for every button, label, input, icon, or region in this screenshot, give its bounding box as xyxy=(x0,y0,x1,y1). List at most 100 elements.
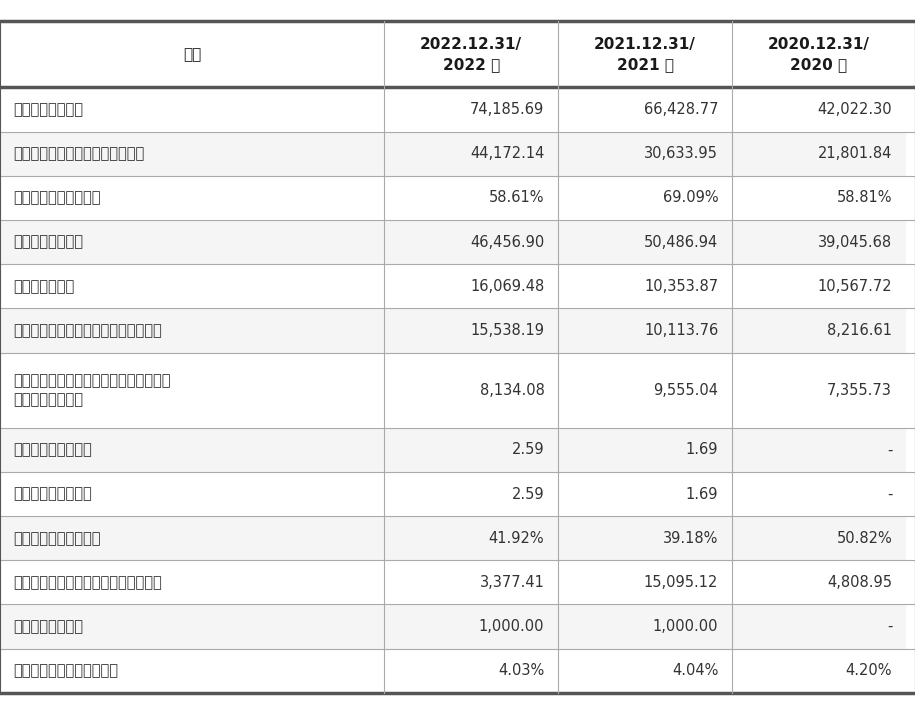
Text: 9,555.04: 9,555.04 xyxy=(653,382,718,397)
Bar xyxy=(384,472,558,516)
Bar xyxy=(384,428,558,472)
Text: 50.82%: 50.82% xyxy=(836,531,892,546)
Text: 50,486.94: 50,486.94 xyxy=(644,235,718,250)
Text: 营业收入（万元）: 营业收入（万元） xyxy=(14,235,84,250)
Text: 16,069.48: 16,069.48 xyxy=(470,279,544,294)
Bar xyxy=(0,132,384,176)
Text: 资产负债率（母公司）: 资产负债率（母公司） xyxy=(14,190,102,206)
Bar xyxy=(0,516,384,560)
Bar xyxy=(0,21,384,88)
Bar xyxy=(384,308,558,353)
Text: 1,000.00: 1,000.00 xyxy=(479,619,544,634)
Bar xyxy=(0,308,384,353)
Text: 研发投入占营业收入的比例: 研发投入占营业收入的比例 xyxy=(14,663,119,678)
Bar xyxy=(558,604,732,649)
Text: 58.81%: 58.81% xyxy=(836,190,892,206)
Bar xyxy=(384,604,558,649)
Bar xyxy=(732,353,906,428)
Bar xyxy=(558,308,732,353)
Bar xyxy=(558,176,732,220)
Bar xyxy=(558,264,732,308)
Bar xyxy=(732,428,906,472)
Text: 归属于母公司所有者权益（万元）: 归属于母公司所有者权益（万元） xyxy=(14,146,145,161)
Bar xyxy=(558,428,732,472)
Text: 经营活动产生的现金流量净额（万元）: 经营活动产生的现金流量净额（万元） xyxy=(14,575,163,590)
Bar xyxy=(558,132,732,176)
Bar xyxy=(732,516,906,560)
Text: 1.69: 1.69 xyxy=(685,443,718,457)
Bar xyxy=(732,649,906,693)
Text: 8,216.61: 8,216.61 xyxy=(827,323,892,338)
Bar xyxy=(0,428,384,472)
Bar xyxy=(384,88,558,132)
Text: 2022.12.31/
2022 年: 2022.12.31/ 2022 年 xyxy=(420,37,522,71)
Bar xyxy=(384,132,558,176)
Bar xyxy=(0,264,384,308)
Text: 资产总额（万元）: 资产总额（万元） xyxy=(14,102,84,117)
Bar xyxy=(0,353,384,428)
Bar xyxy=(732,308,906,353)
Bar xyxy=(384,649,558,693)
Text: 42,022.30: 42,022.30 xyxy=(817,102,892,117)
Text: 58.61%: 58.61% xyxy=(489,190,544,206)
Text: 1,000.00: 1,000.00 xyxy=(652,619,718,634)
Text: -: - xyxy=(887,443,892,457)
Text: 4.20%: 4.20% xyxy=(845,663,892,678)
Text: -: - xyxy=(887,619,892,634)
Text: 项目: 项目 xyxy=(183,47,201,62)
Text: 69.09%: 69.09% xyxy=(662,190,718,206)
Bar xyxy=(558,88,732,132)
Text: 41.92%: 41.92% xyxy=(489,531,544,546)
Bar xyxy=(0,560,384,604)
Text: 扣除非经常性损益后归属于母公司所有者
的净利润（万元）: 扣除非经常性损益后归属于母公司所有者 的净利润（万元） xyxy=(14,373,171,407)
Text: 10,353.87: 10,353.87 xyxy=(644,279,718,294)
Bar xyxy=(732,88,906,132)
Bar xyxy=(0,604,384,649)
Text: 4,808.95: 4,808.95 xyxy=(827,575,892,590)
Text: 1.69: 1.69 xyxy=(685,486,718,501)
Bar xyxy=(558,21,732,88)
Bar xyxy=(732,264,906,308)
Bar xyxy=(558,516,732,560)
Bar xyxy=(732,176,906,220)
Bar xyxy=(558,472,732,516)
Bar xyxy=(732,472,906,516)
Bar xyxy=(384,21,558,88)
Bar xyxy=(558,220,732,264)
Text: 66,428.77: 66,428.77 xyxy=(644,102,718,117)
Text: 4.03%: 4.03% xyxy=(498,663,544,678)
Bar xyxy=(384,176,558,220)
Text: 74,185.69: 74,185.69 xyxy=(470,102,544,117)
Text: 3,377.41: 3,377.41 xyxy=(479,575,544,590)
Bar xyxy=(558,353,732,428)
Text: 基本每股收益（元）: 基本每股收益（元） xyxy=(14,443,92,457)
Bar xyxy=(384,220,558,264)
Text: 39,045.68: 39,045.68 xyxy=(818,235,892,250)
Bar xyxy=(732,604,906,649)
Text: 现金分红（万元）: 现金分红（万元） xyxy=(14,619,84,634)
Bar xyxy=(384,560,558,604)
Bar xyxy=(732,220,906,264)
Text: 加权平均净资产收益率: 加权平均净资产收益率 xyxy=(14,531,102,546)
Bar xyxy=(0,220,384,264)
Text: 8,134.08: 8,134.08 xyxy=(479,382,544,397)
Bar xyxy=(558,560,732,604)
Text: 7,355.73: 7,355.73 xyxy=(827,382,892,397)
Text: 10,567.72: 10,567.72 xyxy=(817,279,892,294)
Bar xyxy=(0,88,384,132)
Text: 21,801.84: 21,801.84 xyxy=(818,146,892,161)
Text: 净利润（万元）: 净利润（万元） xyxy=(14,279,75,294)
Text: 2.59: 2.59 xyxy=(511,443,544,457)
Text: 15,095.12: 15,095.12 xyxy=(644,575,718,590)
Text: 30,633.95: 30,633.95 xyxy=(644,146,718,161)
Bar xyxy=(0,176,384,220)
Text: 归属于母公司所有者的净利润（万元）: 归属于母公司所有者的净利润（万元） xyxy=(14,323,163,338)
Bar xyxy=(384,353,558,428)
Text: 稀释每股收益（元）: 稀释每股收益（元） xyxy=(14,486,92,501)
Text: 46,456.90: 46,456.90 xyxy=(470,235,544,250)
Bar xyxy=(0,649,384,693)
Text: 4.04%: 4.04% xyxy=(672,663,718,678)
Bar xyxy=(732,21,906,88)
Text: 44,172.14: 44,172.14 xyxy=(470,146,544,161)
Bar xyxy=(732,560,906,604)
